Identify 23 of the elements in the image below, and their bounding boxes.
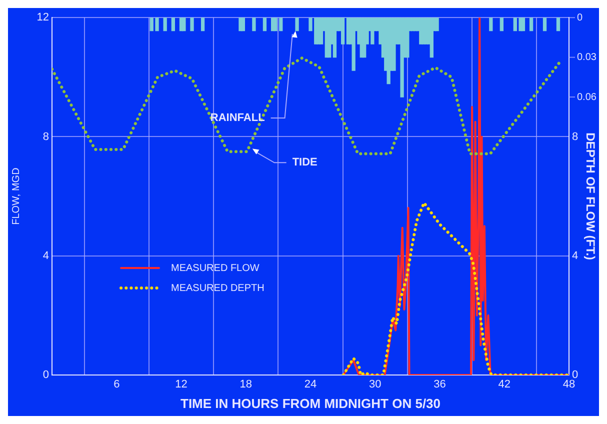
annotation: TIDE <box>292 156 318 169</box>
x-tick-label: 18 <box>240 378 252 391</box>
y3-tick-label: 0 <box>577 12 583 24</box>
y-tick-label: 4 <box>42 250 49 262</box>
y-tick-label: 0 <box>42 369 49 382</box>
x-tick-label: 30 <box>369 378 382 391</box>
y2-tick-label: 4 <box>572 250 578 262</box>
x-tick-label: 42 <box>498 378 510 391</box>
legend-label: MEASURED DEPTH <box>171 282 264 294</box>
x-tick-label: 36 <box>434 378 446 391</box>
x-tick-label: 6 <box>114 378 120 391</box>
y-tick-label: 12 <box>36 12 49 24</box>
y2-axis-title: DEPTH OF FLOW (FT.) <box>583 132 598 260</box>
y3-tick-label: 0.06 <box>577 92 597 103</box>
x-tick-label: 24 <box>304 378 317 391</box>
x-axis-title: TIME IN HOURS FROM MIDNIGHT ON 5/30 <box>180 396 441 411</box>
y3-tick-label: 0.03 <box>577 52 597 64</box>
y2-tick-label: 8 <box>572 130 578 143</box>
y-axis-title: FLOW, MGD <box>10 168 22 225</box>
legend-label: MEASURED FLOW <box>171 262 260 274</box>
y-tick-label: 8 <box>42 130 49 143</box>
x-tick-label: 12 <box>175 378 188 391</box>
x-tick-label: 48 <box>562 378 576 391</box>
